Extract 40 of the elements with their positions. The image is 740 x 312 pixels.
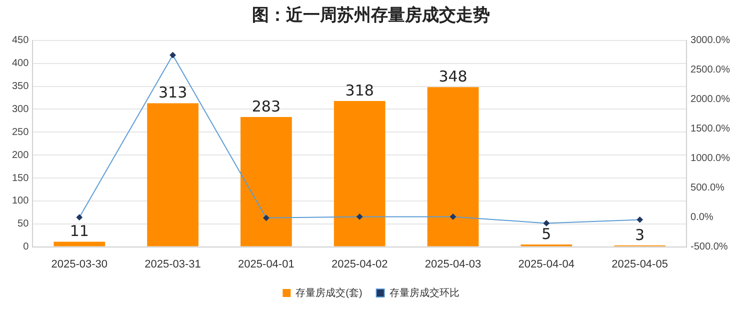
- y2-tick-label: 500.0%: [690, 182, 725, 194]
- y-tick-label: 450: [12, 35, 30, 46]
- bar: [240, 117, 292, 246]
- y2-tick-label: 3000.0%: [690, 35, 730, 46]
- y2-tick-label: 1500.0%: [690, 124, 730, 135]
- x-tick-label: 2025-04-05: [612, 258, 668, 270]
- y-tick-label: 200: [12, 150, 30, 161]
- x-tick-label: 2025-03-30: [51, 258, 108, 270]
- data-label: 318: [345, 81, 374, 100]
- data-label: 348: [438, 68, 468, 86]
- x-tick-label: 2025-03-31: [144, 258, 201, 270]
- x-tick-label: 2025-04-04: [518, 258, 575, 270]
- chart-title: 图：近一周苏州存量房成交走势: [252, 6, 490, 26]
- data-label: 3: [635, 226, 645, 244]
- y-tick-label: 250: [12, 126, 30, 138]
- x-tick-label: 2025-04-01: [238, 258, 294, 270]
- y2-tick-label: 0.0%: [690, 212, 714, 224]
- y-tick-label: 300: [12, 104, 30, 115]
- y-tick-label: 150: [12, 172, 30, 184]
- y-tick-label: 350: [12, 81, 30, 92]
- legend-label: 存量房成交环比: [389, 286, 460, 299]
- x-tick-label: 2025-04-02: [331, 258, 388, 270]
- data-label: 11: [70, 222, 89, 240]
- bar: [54, 242, 106, 246]
- y-tick-label: 0: [23, 242, 30, 253]
- legend-label: 存量房成交(套): [296, 286, 362, 299]
- bar: [334, 100, 386, 246]
- y-tick-label: 400: [12, 58, 30, 70]
- bar: [147, 103, 198, 246]
- y2-tick-label: -500.0%: [690, 242, 728, 253]
- y2-tick-label: 2500.0%: [690, 64, 730, 76]
- data-label: 313: [158, 84, 188, 102]
- y2-tick-label: 1000.0%: [690, 153, 730, 164]
- data-label: 283: [252, 97, 281, 116]
- data-label: 5: [542, 224, 552, 243]
- bar: [427, 87, 479, 246]
- y-tick-label: 100: [12, 196, 30, 207]
- x-tick-label: 2025-04-03: [424, 258, 482, 270]
- y-tick-label: 50: [18, 218, 30, 230]
- y2-tick-label: 2000.0%: [690, 94, 730, 106]
